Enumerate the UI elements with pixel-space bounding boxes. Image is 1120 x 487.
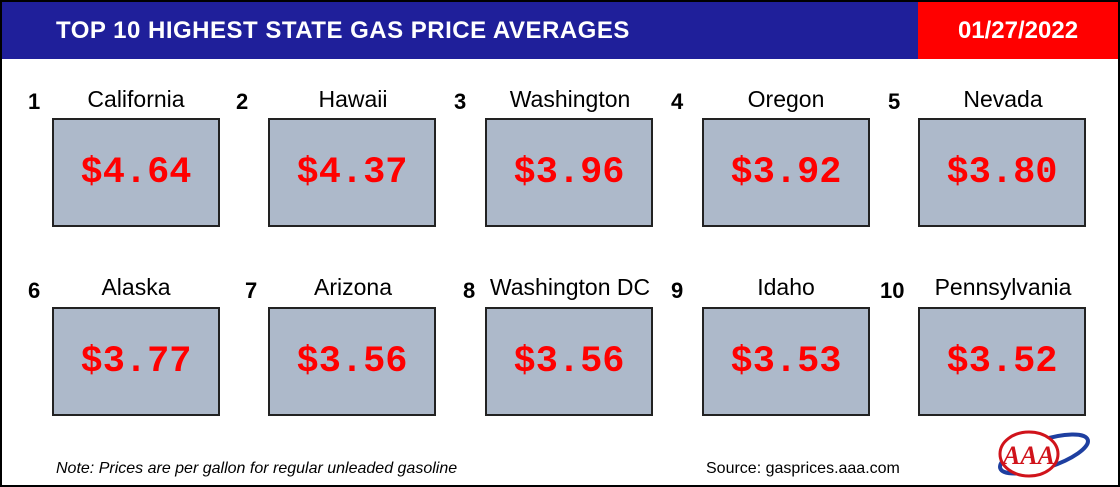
rank-5: 5 xyxy=(888,89,901,114)
rank-2: 2 xyxy=(236,89,249,114)
state-9: Idaho xyxy=(757,274,815,300)
header-date: 01/27/2022 xyxy=(918,2,1118,59)
price-box-3: $3.96 xyxy=(485,118,653,227)
price-box-4: $3.92 xyxy=(702,118,870,227)
rank-8: 8 xyxy=(463,278,476,303)
rank-4: 4 xyxy=(671,89,684,114)
price-box-10: $3.52 xyxy=(918,307,1086,416)
aaa-logo: AAA xyxy=(998,430,1090,478)
price-9: $3.53 xyxy=(730,340,842,383)
price-box-6: $3.77 xyxy=(52,307,220,416)
rank-9: 9 xyxy=(671,278,684,303)
state-7: Arizona xyxy=(314,274,392,300)
rank-1: 1 xyxy=(28,89,41,114)
price-box-5: $3.80 xyxy=(918,118,1086,227)
state-4: Oregon xyxy=(747,86,825,112)
price-box-2: $4.37 xyxy=(268,118,436,227)
state-1: California xyxy=(87,86,185,112)
rank-3: 3 xyxy=(454,89,467,114)
rank-10: 10 xyxy=(880,278,905,303)
price-2: $4.37 xyxy=(296,151,408,194)
price-box-9: $3.53 xyxy=(702,307,870,416)
state-3: Washington xyxy=(509,86,631,112)
price-5: $3.80 xyxy=(946,151,1058,194)
rank-6: 6 xyxy=(28,278,41,303)
footer-source: Source: gasprices.aaa.com xyxy=(706,460,900,477)
price-1: $4.64 xyxy=(80,151,192,194)
price-4: $3.92 xyxy=(730,151,842,194)
header-title: TOP 10 HIGHEST STATE GAS PRICE AVERAGES xyxy=(2,2,918,59)
state-6: Alaska xyxy=(101,274,171,300)
price-3: $3.96 xyxy=(513,151,625,194)
state-10: Pennsylvania xyxy=(934,274,1072,300)
price-6: $3.77 xyxy=(80,340,192,383)
price-box-7: $3.56 xyxy=(268,307,436,416)
price-8: $3.56 xyxy=(513,340,625,383)
state-2: Hawaii xyxy=(318,86,388,112)
footer-note: Note: Prices are per gallon for regular … xyxy=(56,460,458,477)
price-7: $3.56 xyxy=(296,340,408,383)
price-box-8: $3.56 xyxy=(485,307,653,416)
state-5: Nevada xyxy=(963,86,1043,112)
price-box-1: $4.64 xyxy=(52,118,220,227)
aaa-logo-text: AAA xyxy=(1001,441,1055,470)
rank-7: 7 xyxy=(245,278,258,303)
state-8: Washington DC xyxy=(489,274,651,300)
price-10: $3.52 xyxy=(946,340,1058,383)
